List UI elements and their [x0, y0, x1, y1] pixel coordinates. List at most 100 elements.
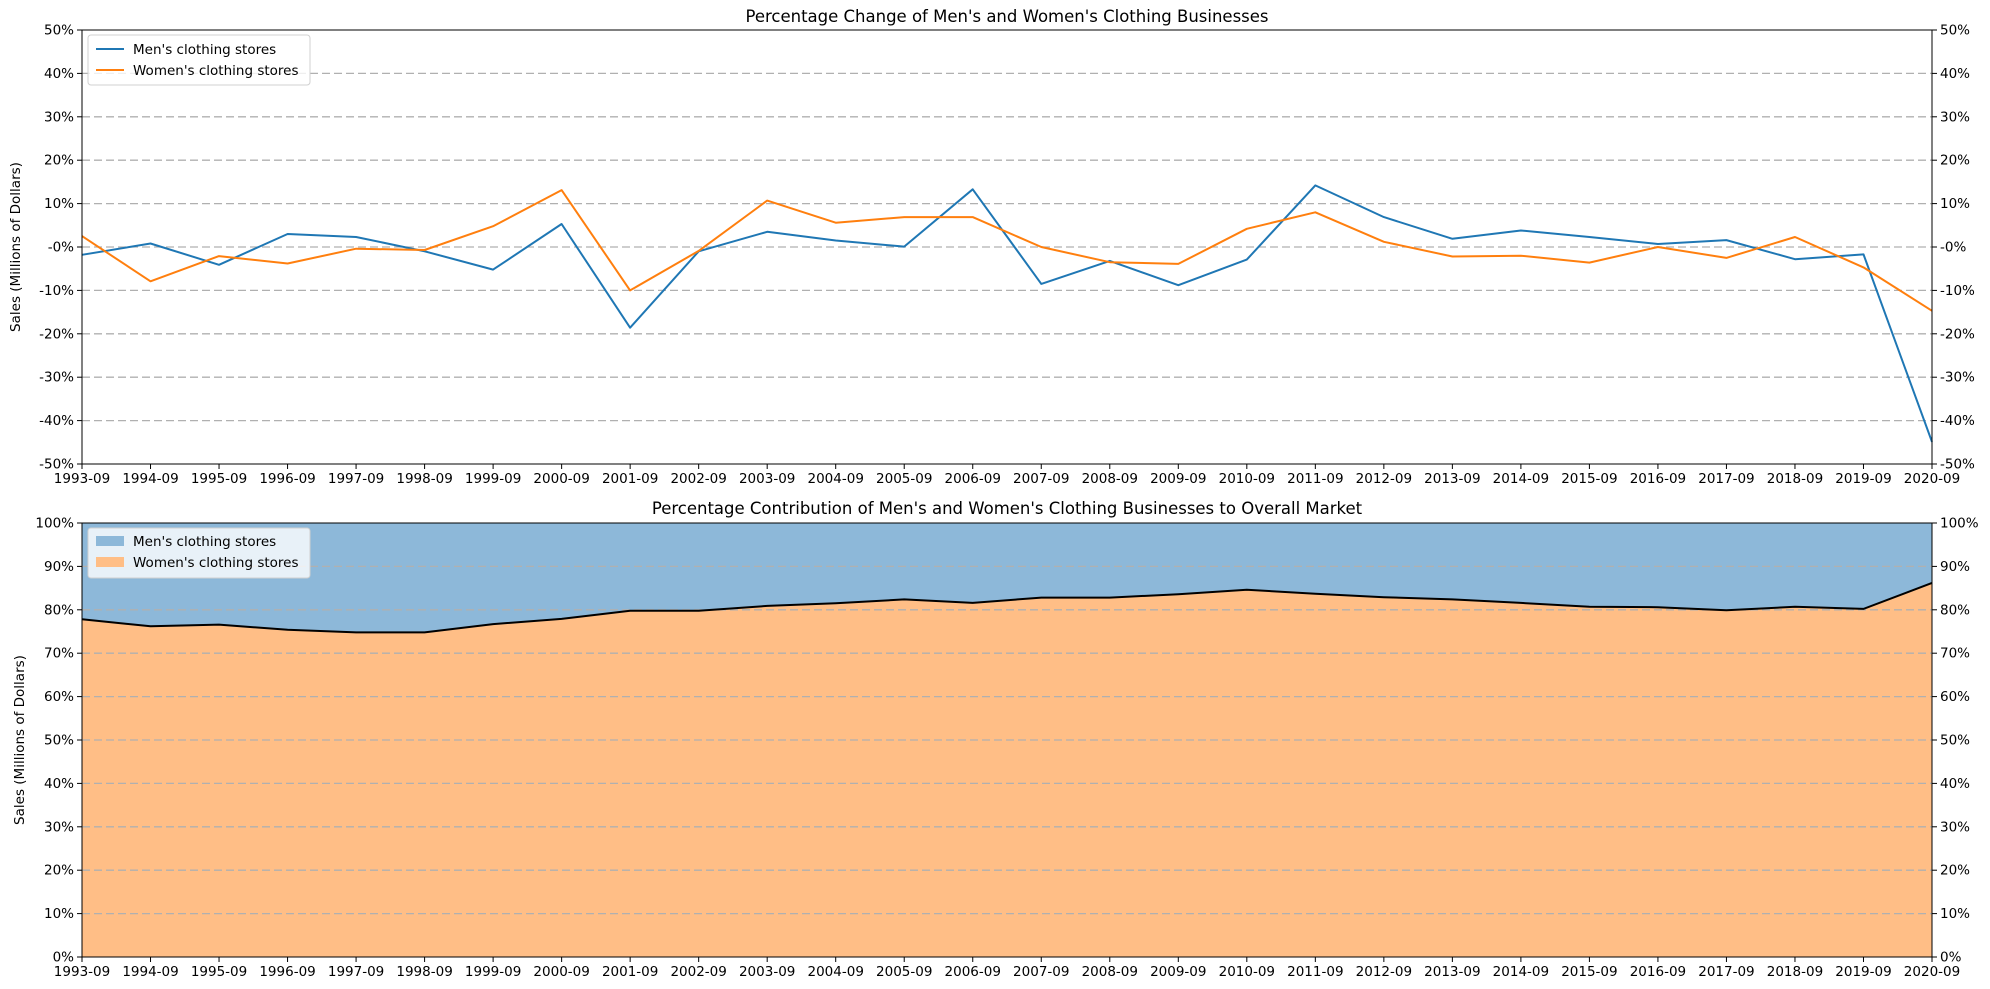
top-xtick-label: 2014-09 [1493, 471, 1549, 487]
top-ytick-right-label: 10% [1940, 196, 1970, 212]
top-xtick-label: 2012-09 [1356, 471, 1412, 487]
bottom-xtick-label: 2014-09 [1493, 964, 1549, 980]
bottom-legend-box [87, 527, 311, 579]
bottom-xtick-label: 2012-09 [1356, 964, 1412, 980]
bottom-boundary-line [81, 581, 1933, 634]
top-xtick-label: 2019-09 [1835, 471, 1891, 487]
bottom-ytick-right-label: 100% [1940, 516, 1979, 532]
top-xtick-label: 2000-09 [533, 471, 589, 487]
top-xtick-label: 2016-09 [1630, 471, 1686, 487]
bottom-xtick-label: 2011-09 [1287, 964, 1343, 980]
top-ytick-left-label: 50% [44, 23, 74, 39]
top-ytick-right-label: -20% [1940, 326, 1975, 342]
top-ytick-right-label: 50% [1940, 23, 1970, 39]
top-xtick-label: 2013-09 [1424, 471, 1480, 487]
top-xtick-label: 1994-09 [122, 471, 178, 487]
bottom-xtick-label: 2013-09 [1424, 964, 1480, 980]
bottom-ytick-right-label: 70% [1940, 646, 1970, 662]
bottom-ytick-left-label: 0% [53, 950, 75, 966]
bottom-area-men [82, 523, 1932, 633]
bottom-xtick-label: 2005-09 [876, 964, 932, 980]
top-xtick-label: 2003-09 [739, 471, 795, 487]
top-series-women-line [81, 189, 1933, 312]
bottom-xtick-label: 2007-09 [1013, 964, 1069, 980]
bottom-chart-ylabel: Sales (Millions of Dollars) [12, 655, 28, 825]
top-ytick-left-label: -0% [48, 240, 74, 256]
top-ytick-right-label: -30% [1940, 370, 1975, 386]
bottom-gridlines [82, 565, 1932, 915]
bottom-boundary-polyline [81, 581, 1933, 634]
bottom-xtick-label: 1998-09 [396, 964, 452, 980]
top-xtick-label: 1997-09 [328, 471, 384, 487]
bottom-stacked-areas [82, 523, 1932, 957]
top-xtick-label: 2005-09 [876, 471, 932, 487]
top-ytick-right-label: 30% [1940, 109, 1970, 125]
bottom-xtick-label: 2009-09 [1150, 964, 1206, 980]
top-ytick-left-label: -10% [39, 283, 74, 299]
bottom-xtick-label: 2017-09 [1698, 964, 1754, 980]
top-legend-women-label: Women's clothing stores [133, 63, 299, 79]
top-xtick-label: 2006-09 [945, 471, 1001, 487]
bottom-yticks-right: 0% 10% 20% 30% 40% 50% 60% 70% 80% 90% 100% [1932, 516, 1979, 966]
top-ytick-left-label: -50% [39, 457, 74, 473]
bottom-ytick-right-label: 60% [1940, 689, 1970, 705]
bottom-xtick-label: 2002-09 [670, 964, 726, 980]
bottom-ytick-right-label: 80% [1940, 602, 1970, 618]
top-ytick-right-label: -40% [1940, 413, 1975, 429]
bottom-area-women [82, 582, 1932, 957]
bottom-xtick-label: 2018-09 [1767, 964, 1823, 980]
bottom-xtick-label: 2010-09 [1219, 964, 1275, 980]
bottom-ytick-right-label: 50% [1940, 733, 1970, 749]
bottom-ytick-left-label: 50% [44, 733, 74, 749]
percentage-contribution-chart: Percentage Contribution of Men's and Wom… [12, 499, 1979, 980]
top-ytick-left-label: 30% [44, 109, 74, 125]
bottom-xtick-label: 2015-09 [1561, 964, 1617, 980]
bottom-xtick-label: 2000-09 [533, 964, 589, 980]
bottom-xtick-label: 1996-09 [259, 964, 315, 980]
bottom-ytick-left-label: 100% [35, 516, 74, 532]
bottom-ytick-left-label: 70% [44, 646, 74, 662]
bottom-ytick-left-label: 40% [44, 776, 74, 792]
top-series-men-line [81, 184, 1933, 443]
top-xtick-label: 2009-09 [1150, 471, 1206, 487]
bottom-xtick-label: 2004-09 [808, 964, 864, 980]
bottom-xtick-label: 2020-09 [1904, 964, 1960, 980]
top-xtick-label: 2007-09 [1013, 471, 1069, 487]
bottom-legend-men-swatch [96, 536, 124, 546]
top-ytick-right-label: -50% [1940, 457, 1975, 473]
bottom-xtick-label: 1997-09 [328, 964, 384, 980]
top-xtick-label: 2001-09 [602, 471, 658, 487]
top-xtick-label: 2020-09 [1904, 471, 1960, 487]
top-yticks-left: -50% -40% -30% -20% -10% -0% 10% 20% 30% 40% 50% [39, 23, 82, 473]
bottom-xtick-label: 2001-09 [602, 964, 658, 980]
bottom-xtick-label: 2008-09 [1082, 964, 1138, 980]
percentage-change-chart: Percentage Change of Men's and Women's C… [8, 7, 1975, 487]
top-chart-ylabel: Sales (Millions of Dollars) [8, 162, 24, 332]
bottom-xtick-label: 2003-09 [739, 964, 795, 980]
bottom-ytick-left-label: 20% [44, 863, 74, 879]
top-legend-men-label: Men's clothing stores [133, 42, 276, 58]
top-xtick-label: 2010-09 [1219, 471, 1275, 487]
top-xtick-label: 2017-09 [1698, 471, 1754, 487]
top-ytick-right-label: -10% [1940, 283, 1975, 299]
top-xticks: 1993-09 1994-09 1995-09 1996-09 1997-09 1998-… [54, 464, 1960, 487]
top-xtick-label: 1996-09 [259, 471, 315, 487]
bottom-xtick-label: 1994-09 [122, 964, 178, 980]
bottom-legend-women-swatch [96, 557, 124, 567]
top-ytick-left-label: 10% [44, 196, 74, 212]
bottom-legend: Men's clothing stores Women's clothing s… [87, 527, 311, 579]
top-xtick-label: 2004-09 [808, 471, 864, 487]
top-xtick-label: 2008-09 [1082, 471, 1138, 487]
bottom-ytick-left-label: 30% [44, 819, 74, 835]
top-ytick-right-label: 40% [1940, 66, 1970, 82]
top-ytick-right-label: -0% [1940, 240, 1966, 256]
top-xtick-label: 2015-09 [1561, 471, 1617, 487]
bottom-ytick-right-label: 40% [1940, 776, 1970, 792]
bottom-xtick-label: 2016-09 [1630, 964, 1686, 980]
bottom-xtick-label: 1995-09 [191, 964, 247, 980]
bottom-xtick-label: 1993-09 [54, 964, 110, 980]
bottom-legend-men-label: Men's clothing stores [133, 534, 276, 550]
bottom-ytick-right-label: 90% [1940, 559, 1970, 575]
top-xtick-label: 2002-09 [670, 471, 726, 487]
